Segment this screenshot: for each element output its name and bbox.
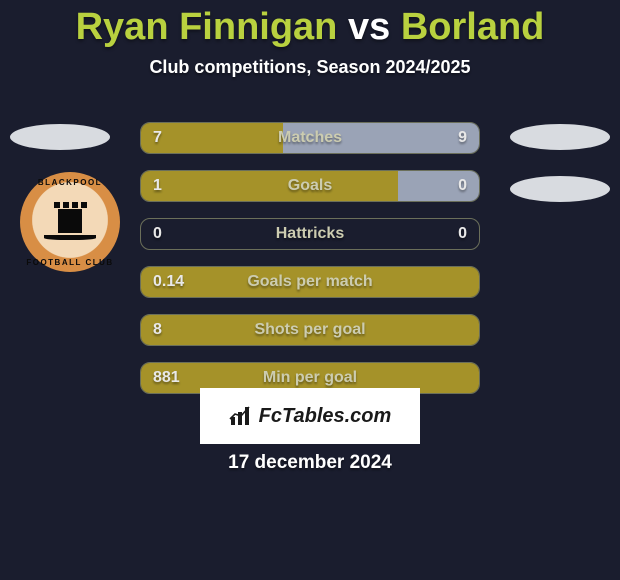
fctables-text: FcTables.com [259, 405, 392, 428]
stat-bar: 8Shots per goal [140, 314, 480, 346]
bar-label: Goals per match [141, 267, 479, 297]
vs-word: vs [348, 6, 390, 48]
date-label: 17 december 2024 [0, 452, 620, 474]
right-badge-placeholder-2 [510, 176, 610, 202]
stat-bars: 79Matches 10Goals 00Hattricks 0.14Goals per… [140, 122, 480, 410]
right-badge-placeholder-1 [510, 124, 610, 150]
bar-label: Shots per goal [141, 315, 479, 345]
player-right-name: Borland [401, 6, 545, 48]
bar-label: Goals [141, 171, 479, 201]
crest-tower-icon [54, 202, 86, 242]
stat-bar: 0.14Goals per match [140, 266, 480, 298]
stat-bar: 79Matches [140, 122, 480, 154]
chart-icon [229, 405, 253, 427]
left-badge-placeholder [10, 124, 110, 150]
club-crest-blackpool: BLACKPOOL FOOTBALL CLUB [20, 172, 120, 272]
stat-bar: 00Hattricks [140, 218, 480, 250]
crest-text-top: BLACKPOOL [38, 178, 102, 187]
subtitle: Club competitions, Season 2024/2025 [0, 57, 620, 78]
stat-bar: 10Goals [140, 170, 480, 202]
fctables-logo: FcTables.com [200, 388, 420, 444]
player-left-name: Ryan Finnigan [76, 6, 338, 48]
title: Ryan Finnigan vs Borland [0, 0, 620, 49]
bar-label: Matches [141, 123, 479, 153]
bar-label: Hattricks [141, 219, 479, 249]
crest-text-bot: FOOTBALL CLUB [26, 258, 113, 267]
